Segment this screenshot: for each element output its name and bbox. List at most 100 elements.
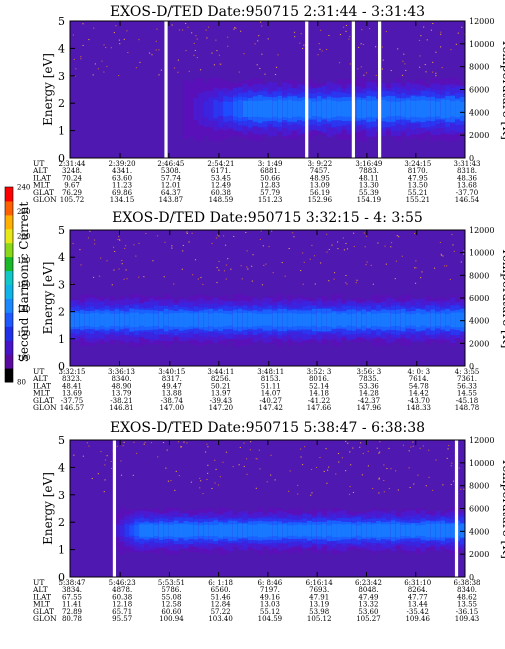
spectrogram-cell	[430, 313, 436, 327]
spectrogram-cell	[203, 524, 209, 537]
orbit-value: 47.95	[408, 174, 428, 182]
colorbar-ticks: 80 100 120 140 160 180 200 220 240	[17, 184, 30, 387]
orbit-value: 143.87	[159, 196, 184, 204]
spectrogram-cell	[371, 100, 377, 118]
spectrogram-cell	[356, 525, 362, 536]
colorbar-label: Second Harmonic Current	[17, 202, 31, 363]
orbit-value: 6:38:38	[454, 579, 481, 587]
orbit-row-label: ILAT	[33, 592, 51, 601]
spectrogram-cell	[316, 101, 323, 117]
noise-dot	[101, 60, 103, 62]
noise-dot	[73, 58, 75, 60]
noise-dot	[318, 43, 320, 45]
noise-dot	[110, 460, 112, 462]
noise-dot	[163, 276, 165, 278]
noise-dot	[463, 488, 465, 490]
noise-dot	[435, 72, 437, 74]
noise-dot	[88, 39, 90, 41]
y2-tick-label: 2000	[469, 131, 489, 140]
noise-dot	[196, 38, 198, 40]
orbit-value: 148.78	[455, 404, 480, 412]
spectrogram-panel-1: EXOS-D/TED Date:950715 2:31:44 - 3:31:43…	[32, 4, 505, 204]
spectrogram-cell	[366, 100, 372, 117]
spectrogram-cell	[356, 312, 362, 328]
orbit-value: 5:53:51	[158, 579, 185, 587]
spectrogram-cell	[124, 314, 130, 326]
orbit-value: 8256.	[211, 375, 231, 383]
noise-dot	[321, 50, 323, 52]
noise-dot	[390, 468, 392, 470]
orbit-value: 8317.	[162, 375, 182, 383]
noise-dot	[379, 441, 381, 443]
noise-dot	[89, 230, 91, 232]
noise-dot	[453, 250, 455, 252]
noise-dot	[87, 237, 90, 239]
noise-dot	[463, 250, 465, 252]
orbit-value: 3:40:15	[158, 368, 185, 376]
orbit-value: 4878.	[112, 586, 132, 594]
noise-dot	[207, 446, 209, 448]
orbit-value: 6: 8:46	[258, 579, 283, 587]
noise-dot	[414, 282, 417, 284]
spectrogram-cell	[366, 524, 372, 537]
spectrogram-cell	[376, 523, 382, 538]
noise-dot	[300, 270, 302, 272]
noise-dot	[419, 66, 421, 68]
orbit-value: 48.62	[457, 593, 477, 601]
y2-tick-label: 10000	[469, 40, 494, 49]
colorbar-swatch	[5, 187, 13, 202]
noise-dot	[219, 63, 221, 65]
spectrogram-cell	[430, 524, 436, 538]
orbit-value: -37.75	[61, 397, 83, 405]
colorbar-swatch	[5, 354, 13, 369]
y2-tick-label: 2000	[469, 550, 489, 559]
orbit-row-label: MLT	[33, 389, 50, 398]
noise-dot	[214, 459, 216, 461]
orbit-row-label: GLON	[33, 403, 57, 412]
orbit-value: 13.32	[358, 601, 378, 609]
noise-dot	[412, 441, 414, 443]
y2-tick-label: 4000	[469, 317, 489, 326]
orbit-row-label: GLON	[33, 614, 57, 623]
orbit-value: 147.96	[357, 404, 382, 412]
noise-dot	[349, 486, 351, 488]
noise-dot	[124, 247, 126, 249]
noise-dot	[300, 33, 302, 35]
orbit-value: 14.28	[359, 390, 379, 398]
spectrogram-cell	[218, 101, 224, 116]
spectrogram-cell	[405, 314, 412, 326]
noise-dot	[178, 29, 181, 31]
noise-dot	[449, 278, 451, 280]
spectrogram-cell	[109, 313, 115, 326]
noise-dot	[413, 233, 416, 235]
noise-dot	[246, 266, 248, 268]
data-gap	[164, 21, 168, 158]
spectrogram-cell	[282, 313, 288, 327]
spectrogram-cell	[410, 314, 417, 326]
noise-dot	[204, 451, 207, 453]
noise-dot	[246, 250, 248, 252]
noise-dot	[357, 46, 360, 48]
orbit-value: 50.21	[211, 382, 231, 390]
orbit-value: 6: 1:18	[208, 579, 233, 587]
noise-dot	[326, 233, 328, 235]
noise-dot	[251, 280, 253, 282]
orbit-value: 8340.	[457, 586, 477, 594]
noise-dot	[311, 244, 313, 246]
noise-dot	[440, 253, 442, 255]
noise-dot	[186, 232, 188, 234]
spectrogram-cell	[287, 99, 293, 118]
spectrogram-cell	[257, 313, 263, 326]
spectrogram-panel-2: EXOS-D/TED Date:950715 3:32:15 - 4: 3:55…	[32, 210, 505, 412]
orbit-value: 13.30	[359, 182, 379, 190]
noise-dot	[173, 283, 175, 285]
noise-dot	[207, 472, 209, 474]
noise-dot	[225, 264, 228, 266]
noise-dot	[402, 444, 405, 446]
noise-dot	[317, 54, 319, 56]
orbit-value: 6171.	[211, 167, 231, 175]
noise-dot	[359, 442, 362, 444]
orbit-value: 109.43	[455, 615, 480, 623]
spectrogram-cell	[455, 100, 461, 118]
noise-dot	[211, 242, 213, 244]
